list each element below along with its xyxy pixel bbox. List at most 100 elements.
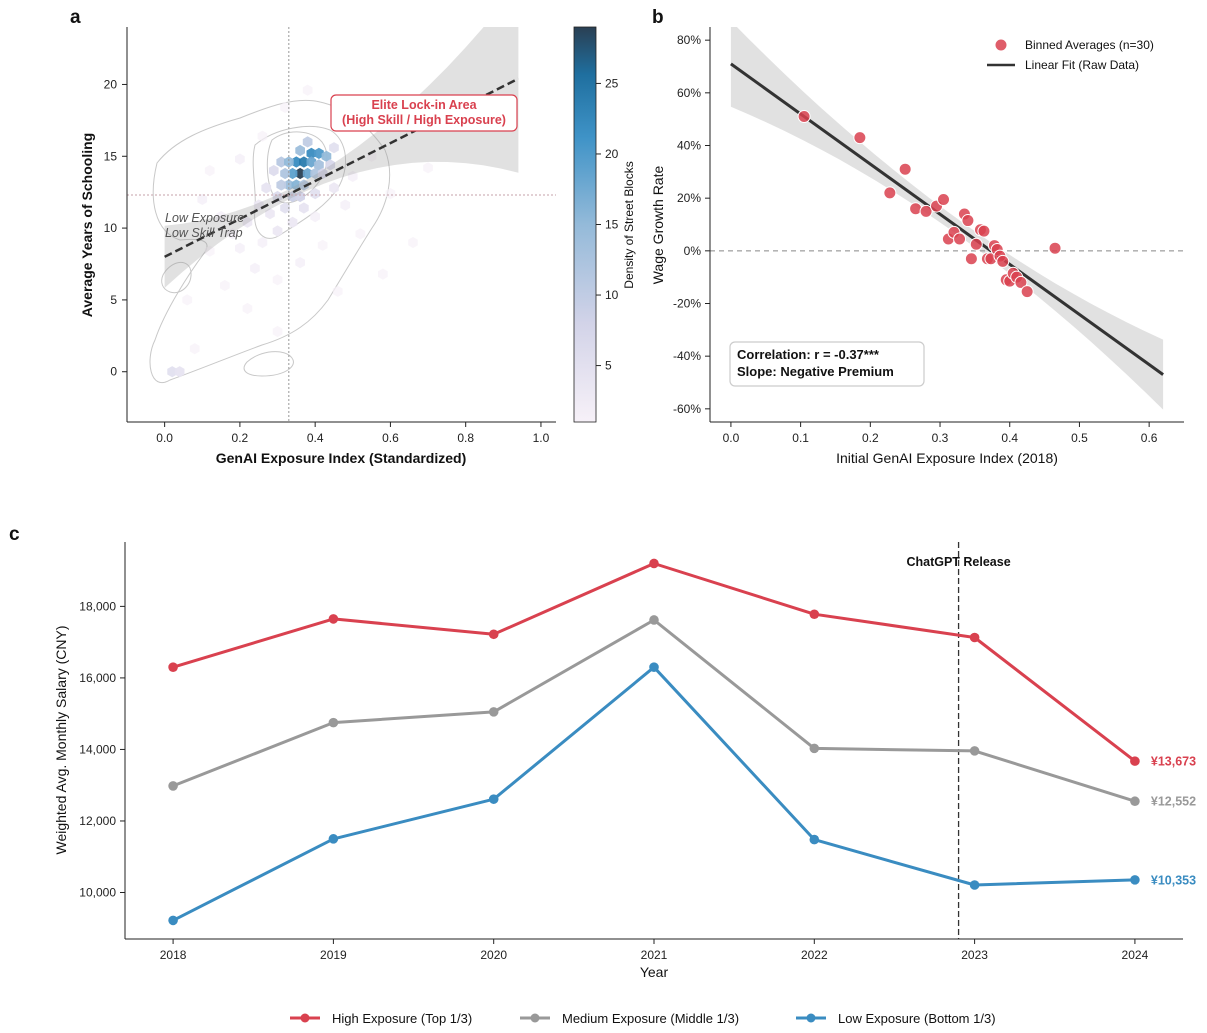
hex-cell [197, 193, 208, 205]
hex-cell [299, 179, 309, 191]
hex-cell [295, 144, 305, 157]
hex-cell [174, 366, 185, 378]
hex-cell [272, 190, 283, 203]
panel-b-xlabel: Initial GenAI Exposure Index (2018) [836, 450, 1058, 466]
legend-label: Low Exposure (Bottom 1/3) [838, 1011, 996, 1026]
colorbar-tick-label: 15 [605, 218, 619, 232]
binned-point [961, 214, 975, 228]
y-tick-label: 15 [104, 149, 118, 163]
hex-cell [295, 257, 305, 269]
x-tick-label: 0.6 [382, 431, 399, 445]
series-point [168, 915, 178, 926]
series-point [809, 834, 820, 845]
series-line [172, 665, 1135, 922]
panel-b-ylabel: Wage Growth Rate [650, 166, 666, 285]
legend-swatch-marker [806, 1013, 816, 1023]
x-tick-label: 0.0 [156, 431, 173, 445]
binned-point [883, 186, 897, 200]
colorbar: 5 10 15 20 25 [573, 26, 619, 423]
colorbar-tick-label: 25 [605, 76, 619, 90]
legend-swatch-marker [300, 1013, 310, 1023]
binned-point [969, 237, 983, 251]
stats-box: Correlation: r = -0.37*** Slope: Negativ… [729, 341, 925, 387]
event-label: ChatGPT Release [906, 555, 1010, 569]
hex-cell [291, 179, 302, 191]
hex-cell [204, 165, 215, 177]
contour-small-bottom [243, 351, 294, 377]
series-end-label: ¥10,353 [1151, 873, 1196, 887]
x-tick-label: 0.8 [457, 431, 474, 445]
hex-cell [385, 188, 396, 200]
hex-cell [284, 156, 294, 168]
series-point [488, 794, 499, 804]
panel-b-legend: Binned Averages (n=30) Linear Fit (Raw D… [987, 38, 1154, 72]
series-point [649, 558, 659, 569]
x-tick-label: 0.4 [1001, 431, 1018, 445]
elite-annotation-line1: Elite Lock-in Area [371, 98, 477, 112]
panel-b-axes: 0.0 0.1 0.2 0.3 0.4 0.5 0.6 -60% -40% -20% 0% 20% 40… [673, 27, 1184, 445]
binned-point [853, 131, 867, 145]
y-tick-label: 20 [104, 77, 118, 91]
y-tick-label: 20% [677, 191, 701, 205]
series-point [328, 834, 339, 844]
hex-cell [329, 142, 339, 154]
panel-a-xlabel: GenAI Exposure Index (Standardized) [216, 450, 467, 466]
hex-cell [299, 202, 309, 214]
trap-annotation: Low Exposure Low Skill Trap [165, 211, 244, 240]
legend-label: Medium Exposure (Middle 1/3) [562, 1011, 739, 1026]
stats-correlation: Correlation: r = -0.37*** [737, 347, 880, 362]
series-point [488, 629, 499, 640]
series-point [1130, 796, 1140, 807]
confidence-band [164, 27, 519, 288]
y-tick-label: 16,000 [79, 671, 116, 685]
series-lines: ¥13,673 ¥12,552 ¥10,353 [168, 558, 1196, 926]
x-tick-label: 1.0 [533, 431, 550, 445]
y-tick-label: -40% [673, 349, 701, 363]
hex-cell [287, 216, 298, 228]
colorbar-tick-label: 5 [605, 359, 612, 373]
hex-cell [314, 147, 324, 159]
hex-cell [317, 167, 328, 180]
binned-point [898, 162, 912, 176]
y-tick-label: 14,000 [79, 742, 116, 756]
hex-cell [340, 199, 351, 211]
hex-cell [276, 156, 287, 168]
panel-c-lines: ChatGPT Release ¥13,673 ¥12,552 ¥10,353 20… [53, 542, 1196, 1026]
legend-label: High Exposure (Top 1/3) [332, 1011, 472, 1026]
fit-line [730, 62, 1164, 376]
y-tick-label: -20% [673, 297, 701, 311]
x-tick-label: 0.5 [1071, 431, 1088, 445]
x-tick-label: 2019 [320, 948, 347, 962]
y-tick-label: 40% [677, 139, 701, 153]
hex-cell [167, 366, 177, 378]
elite-annotation-line2: (High Skill / High Exposure) [342, 113, 506, 127]
panel-c-axes: 2018 2019 2020 2021 2022 2023 2024 10,000 12,000… [79, 542, 1183, 962]
panel-a-ylabel: Average Years of Schooling [79, 133, 95, 317]
hex-cell [295, 167, 305, 180]
y-tick-label: 5 [110, 293, 117, 307]
hex-cell [378, 268, 388, 280]
hex-cell [355, 228, 366, 240]
hex-cell [325, 159, 336, 171]
hex-cell [310, 211, 320, 223]
series-point [809, 609, 820, 620]
binned-point [964, 252, 978, 266]
x-tick-label: 0.1 [792, 431, 809, 445]
binned-point [797, 110, 811, 124]
hex-cell [302, 136, 313, 148]
series-end-label: ¥13,673 [1151, 755, 1196, 769]
series-point [488, 707, 499, 717]
colorbar-tick-label: 10 [605, 288, 619, 302]
series-line [172, 618, 1136, 803]
hex-cell [268, 165, 279, 177]
hex-cell [242, 216, 253, 228]
series-point [969, 746, 980, 756]
x-tick-label: 0.2 [232, 431, 249, 445]
x-tick-label: 0.4 [307, 431, 324, 445]
x-tick-label: 2022 [801, 948, 828, 962]
panel-a-heatmap: 0.0 0.2 0.4 0.6 0.8 1.0 0 5 10 15 20 Elite Lock-in… [79, 26, 636, 466]
x-tick-label: 2021 [641, 948, 668, 962]
regression-line [730, 62, 1164, 376]
hex-cell [423, 162, 433, 174]
